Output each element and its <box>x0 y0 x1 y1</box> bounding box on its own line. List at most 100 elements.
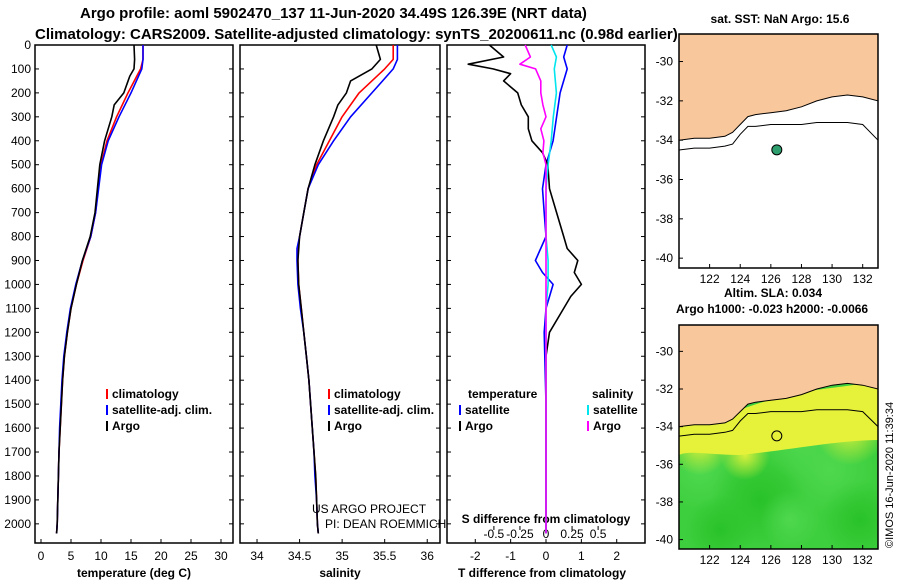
temperature-tick-label: 15 <box>124 549 138 563</box>
depth-tick-label: 800 <box>11 230 31 244</box>
salinity-tick-label: 35 <box>335 549 349 563</box>
temperature-tick-label: 5 <box>68 549 75 563</box>
difference-series-t-argo <box>467 44 583 534</box>
temperature-legend-label: satellite-adj. clim. <box>112 403 212 417</box>
difference-series-s-argo <box>519 44 547 534</box>
tdiff-tick-label: 2 <box>613 549 620 563</box>
salinity-series-argo <box>297 44 382 534</box>
credit-pi: PI: DEAN ROEMMICH <box>325 517 446 531</box>
depth-tick-label: 0 <box>24 38 31 52</box>
sla-map-lon-tick-label: 126 <box>761 553 781 567</box>
chart-title-line1: Argo profile: aoml 5902470_137 11-Jun-20… <box>80 5 587 22</box>
tdiff-tick-label: -1 <box>505 549 516 563</box>
credit-imos: ©IMOS 16-Jun-2020 11:39:34 <box>884 402 896 548</box>
depth-tick-label: 1200 <box>4 325 31 339</box>
sst-map-lon-tick-label: 128 <box>791 272 811 286</box>
sst-map-lon-tick-label: 122 <box>700 272 720 286</box>
salinity-legend-label: Argo <box>334 419 362 433</box>
sdiff-tick-label: 0 <box>543 527 550 541</box>
sla-map-lat-tick-label: -32 <box>656 382 674 396</box>
sla-map-frame <box>678 324 879 550</box>
temperature-axis-label: temperature (deg C) <box>77 566 191 580</box>
temperature-series-climatology <box>55 45 144 534</box>
depth-tick-label: 500 <box>11 158 31 172</box>
difference-series-t-satellite <box>534 44 569 534</box>
sst-map-lat-tick-label: -32 <box>656 94 674 108</box>
depth-tick-label: 1600 <box>4 421 31 435</box>
sla-map-lat-tick-label: -38 <box>656 495 674 509</box>
sdiff-legend-label: Argo <box>593 419 621 433</box>
depth-tick-label: 1900 <box>4 493 31 507</box>
chart-title-line2: Climatology: CARS2009. Satellite-adjuste… <box>35 26 678 43</box>
sst-map-frame <box>678 33 879 269</box>
tdiff-legend-label: Argo <box>465 419 493 433</box>
sla-map-land <box>679 325 878 428</box>
depth-tick-label: 1700 <box>4 445 31 459</box>
sst-map <box>679 34 878 268</box>
sla-map-float-marker <box>771 430 783 442</box>
sla-map-contour <box>679 409 878 437</box>
salinity-tick-label: 36 <box>421 549 435 563</box>
salinity-axis-label: salinity <box>319 566 361 580</box>
sst-map-lat-tick-label: -30 <box>656 55 674 69</box>
sst-map-lat-tick-label: -38 <box>656 212 674 226</box>
depth-tick-label: 100 <box>11 62 31 76</box>
sla-map-lat-tick-label: -30 <box>656 344 674 358</box>
sla-map-subtitle: Argo h1000: -0.023 h2000: -0.0066 <box>676 302 868 316</box>
sla-map-texture <box>685 495 755 549</box>
temperature-tick-label: 0 <box>38 549 45 563</box>
depth-tick-label: 1100 <box>5 301 31 315</box>
sst-map-title: sat. SST: NaN Argo: 15.6 <box>711 12 850 26</box>
sla-map-lon-tick-label: 128 <box>791 553 811 567</box>
salinity-tick-label: 34 <box>250 549 264 563</box>
temperature-legend-label: climatology <box>112 387 179 401</box>
sla-map-lat-tick-label: -36 <box>656 457 674 471</box>
sst-map-lat-tick-label: -40 <box>656 251 674 265</box>
sla-map-lon-tick-label: 132 <box>853 553 873 567</box>
temperature-tick-label: 30 <box>214 549 228 563</box>
depth-tick-label: 300 <box>11 110 31 124</box>
sla-map-texture <box>820 480 878 549</box>
sla-map <box>679 325 878 549</box>
depth-tick-label: 1000 <box>4 277 31 291</box>
sst-map-float-marker <box>771 144 783 156</box>
temperature-panel-frame <box>34 44 234 544</box>
depth-tick-label: 2000 <box>4 517 31 531</box>
salinity-series-satellite-adj-clim- <box>296 45 399 534</box>
temperature-series-satellite-adj-clim- <box>55 45 144 534</box>
sdiff-legend-label: satellite <box>593 403 638 417</box>
credit-project: US ARGO PROJECT <box>312 502 427 516</box>
sst-map-lat-tick-label: -36 <box>656 173 674 187</box>
salinity-tick-label: 35.5 <box>373 549 397 563</box>
temperature-tick-label: 25 <box>184 549 198 563</box>
sst-map-lon-tick-label: 130 <box>822 272 842 286</box>
sdiff-tick-label: -0.25 <box>506 527 534 541</box>
sdiff-tick-label: -0.5 <box>484 527 505 541</box>
tdiff-tick-label: 0 <box>543 549 550 563</box>
tdiff-legend-header: temperature <box>468 387 538 401</box>
temperature-tick-label: 20 <box>154 549 168 563</box>
sdiff-legend-header: salinity <box>592 387 634 401</box>
sla-map-lon-tick-label: 130 <box>822 553 842 567</box>
sla-map-lat-tick-label: -34 <box>656 420 674 434</box>
depth-tick-label: 1500 <box>4 397 31 411</box>
sst-map-contour <box>679 122 878 151</box>
salinity-panel-frame <box>239 44 441 544</box>
depth-tick-label: 1400 <box>4 373 31 387</box>
sst-map-lon-tick-label: 132 <box>853 272 873 286</box>
sla-map-texture <box>760 490 820 549</box>
sst-map-lon-tick-label: 124 <box>730 272 750 286</box>
sla-map-lon-tick-label: 122 <box>700 553 720 567</box>
sst-map-lon-tick-label: 126 <box>761 272 781 286</box>
tdiff-axis-label: T difference from climatology <box>458 566 626 580</box>
depth-tick-label: 1300 <box>4 349 31 363</box>
depth-tick-label: 600 <box>11 182 31 196</box>
temperature-series-argo <box>55 44 136 534</box>
salinity-legend-label: climatology <box>334 387 401 401</box>
sst-map-land <box>679 34 878 141</box>
depth-tick-label: 700 <box>11 206 31 220</box>
salinity-tick-label: 34.5 <box>288 549 312 563</box>
sla-map-title: Altim. SLA: 0.034 <box>724 286 822 300</box>
depth-tick-label: 200 <box>11 86 31 100</box>
